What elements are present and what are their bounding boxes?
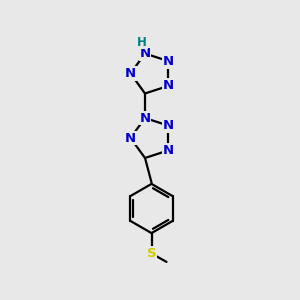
Text: N: N xyxy=(163,55,174,68)
Text: N: N xyxy=(140,112,151,124)
Text: N: N xyxy=(125,67,136,80)
Text: S: S xyxy=(147,247,156,260)
Text: N: N xyxy=(125,131,136,145)
Text: N: N xyxy=(163,144,174,157)
Text: N: N xyxy=(163,79,174,92)
Text: H: H xyxy=(137,36,147,49)
Text: N: N xyxy=(140,47,151,60)
Text: N: N xyxy=(163,119,174,132)
